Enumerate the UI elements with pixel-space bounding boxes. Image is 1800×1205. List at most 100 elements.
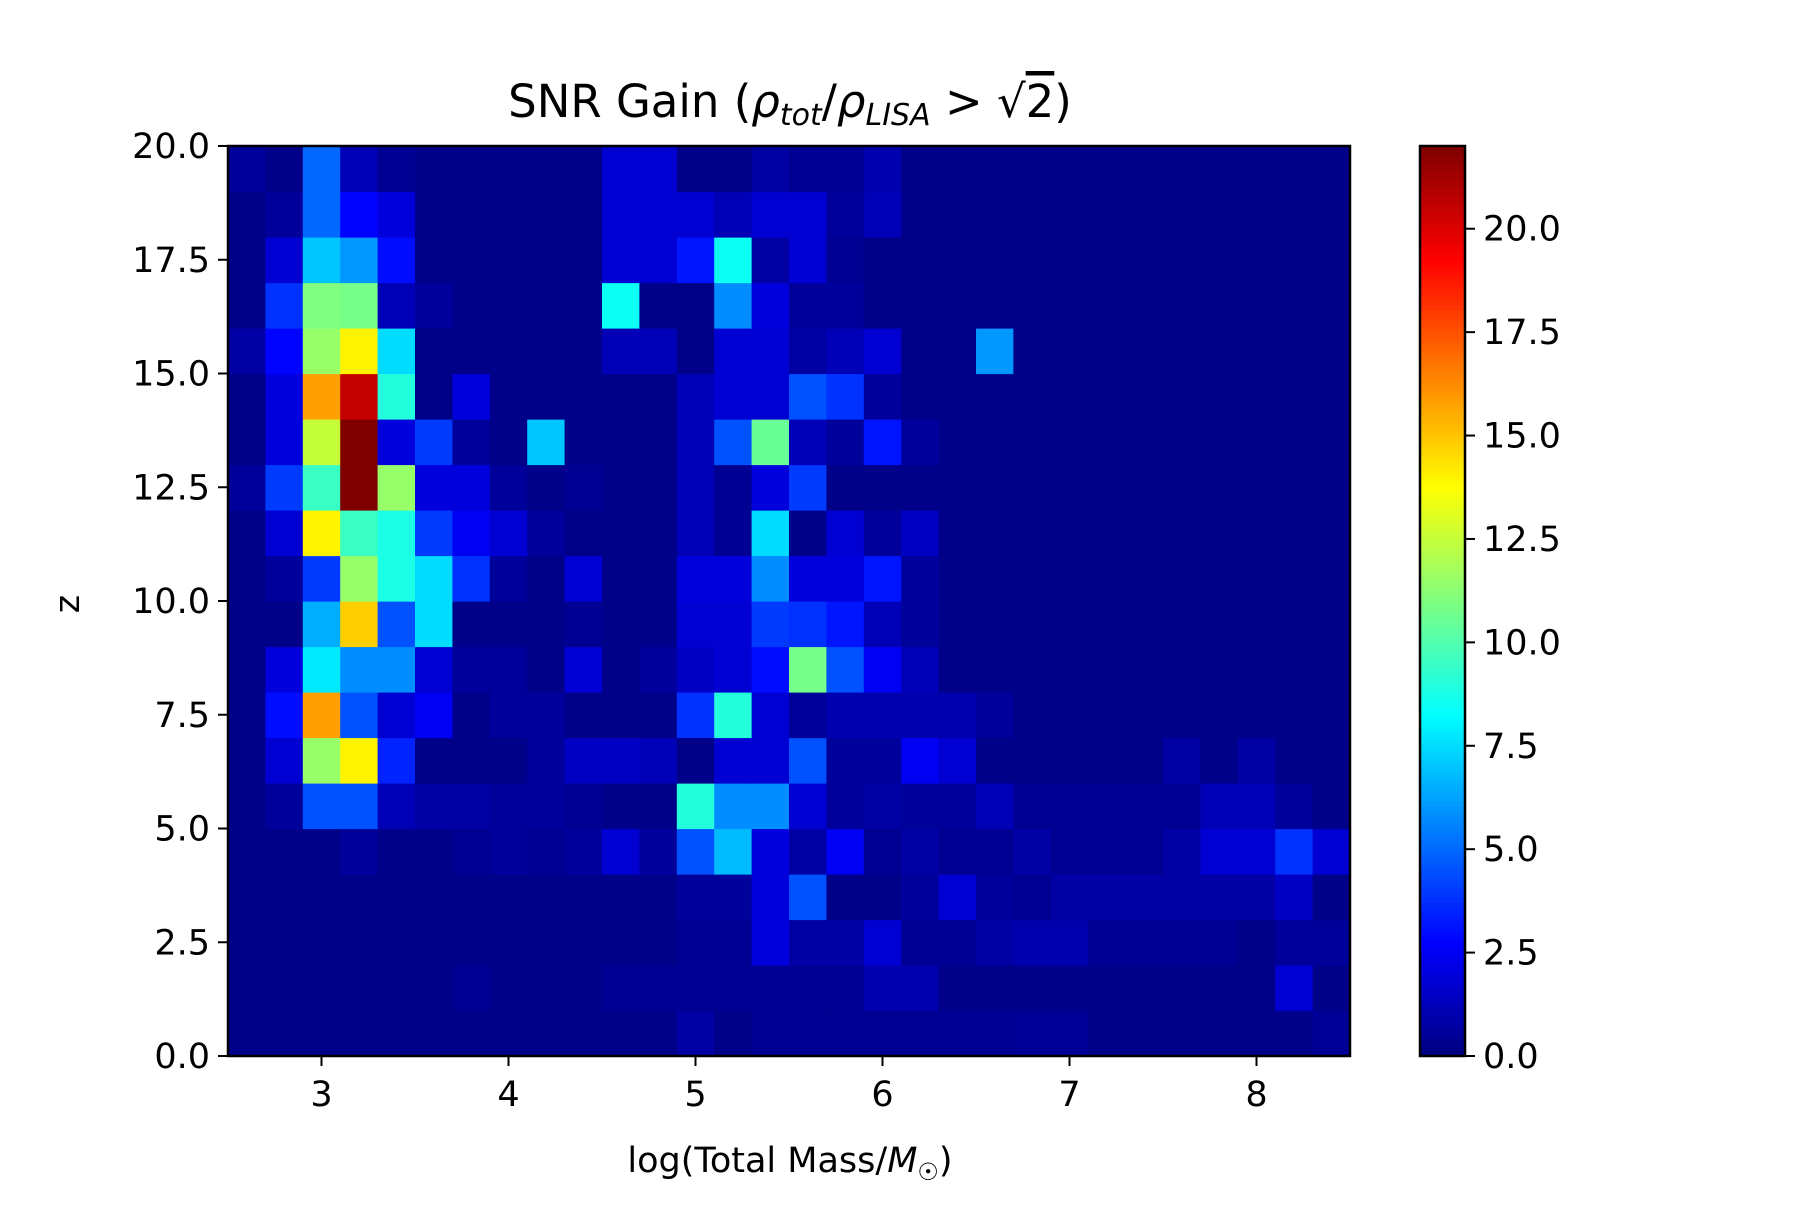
colorbar-segment [1420, 419, 1465, 425]
heatmap-cell [377, 783, 416, 830]
heatmap-cell [938, 328, 977, 375]
colorbar-segment [1420, 723, 1465, 729]
colorbar-segment [1420, 519, 1465, 525]
heatmap-cell [340, 828, 379, 875]
heatmap-cell [564, 737, 603, 784]
heatmap-cell [1163, 646, 1201, 693]
colorbar-segment [1420, 337, 1465, 343]
heatmap-cell [527, 237, 566, 284]
heatmap-cell [676, 646, 715, 693]
heatmap-cell [863, 874, 902, 921]
colorbar-segment [1420, 150, 1465, 156]
colorbar-segment [1420, 555, 1465, 561]
colorbar-segment [1420, 614, 1465, 620]
heatmap-cell [527, 601, 566, 648]
heatmap-cell [1163, 601, 1201, 648]
colorbar-segment [1420, 182, 1465, 188]
heatmap-cell [265, 919, 304, 966]
heatmap-cell [602, 146, 640, 193]
heatmap-cell [1237, 919, 1276, 966]
heatmap-cell [602, 919, 640, 966]
colorbar-tick-label: 2.5 [1483, 934, 1539, 974]
heatmap-cell [1050, 919, 1089, 966]
heatmap-cell [976, 601, 1014, 648]
heatmap-cell [564, 464, 603, 511]
heatmap-cell [676, 555, 715, 602]
heatmap-cell [789, 692, 827, 739]
heatmap-cell [1163, 1010, 1201, 1057]
heatmap-cell [415, 237, 453, 284]
heatmap-cell [901, 328, 940, 375]
heatmap-cell [751, 555, 790, 602]
heatmap-cell [1237, 237, 1276, 284]
colorbar-segment [1420, 268, 1465, 274]
heatmap-cell [1125, 373, 1164, 420]
heatmap-cell [714, 146, 753, 193]
heatmap-cell [452, 919, 491, 966]
heatmap-cell [377, 373, 416, 420]
colorbar-segment [1420, 200, 1465, 206]
heatmap-cell [228, 965, 266, 1012]
colorbar-segment [1420, 710, 1465, 716]
colorbar-segment [1420, 250, 1465, 256]
colorbar-segment [1420, 510, 1465, 516]
heatmap-cell [302, 737, 341, 784]
title-gt: > [931, 75, 997, 128]
heatmap-cell [714, 555, 753, 602]
colorbar-segment [1420, 350, 1465, 356]
heatmap-cell [228, 146, 266, 193]
title-sqrt: √ [997, 75, 1026, 128]
heatmap-cell [415, 692, 453, 739]
heatmap-cell [789, 510, 827, 557]
colorbar-segment [1420, 787, 1465, 793]
heatmap-cell [1237, 191, 1276, 238]
heatmap-cell [676, 373, 715, 420]
heatmap-cell [377, 828, 416, 875]
heatmap-cell [1163, 919, 1201, 966]
colorbar-segment [1420, 637, 1465, 643]
heatmap-cell [265, 237, 304, 284]
heatmap-cell [938, 783, 977, 830]
heatmap-cell [489, 1010, 528, 1057]
heatmap-cell [1312, 510, 1351, 557]
heatmap-cell [1237, 464, 1276, 511]
heatmap-cell [452, 237, 491, 284]
colorbar-segment [1420, 146, 1465, 152]
heatmap-cell [265, 146, 304, 193]
colorbar-segment [1420, 641, 1465, 648]
heatmap-cell [340, 1010, 379, 1057]
heatmap-cell [751, 828, 790, 875]
colorbar-segment [1420, 773, 1465, 780]
heatmap-cell [564, 783, 603, 830]
y-tick-label: 2.5 [154, 923, 210, 963]
colorbar-segment [1420, 328, 1465, 334]
heatmap-cell [452, 646, 491, 693]
heatmap-cell [1275, 919, 1314, 966]
colorbar-segment [1420, 987, 1465, 993]
heatmap-cell [377, 282, 416, 329]
heatmap-cell [489, 874, 528, 921]
heatmap-cell [826, 510, 865, 557]
heatmap-cell [1312, 601, 1351, 648]
heatmap-cell [1163, 464, 1201, 511]
heatmap-cell [527, 737, 566, 784]
heatmap-cell [1013, 646, 1052, 693]
heatmap-cell [789, 919, 827, 966]
heatmap-cell [228, 464, 266, 511]
colorbar-segment [1420, 792, 1465, 798]
colorbar-segment [1420, 610, 1465, 616]
heatmap-cell [527, 1010, 566, 1057]
heatmap-cell [1200, 646, 1239, 693]
heatmap-cell [976, 692, 1014, 739]
heatmap-cell [751, 874, 790, 921]
colorbar-segment [1420, 623, 1465, 629]
heatmap-cell [1312, 1010, 1351, 1057]
heatmap-cell [976, 464, 1014, 511]
heatmap-cell [602, 510, 640, 557]
heatmap-cell [863, 737, 902, 784]
heatmap-cell [1050, 419, 1089, 466]
colorbar-segment [1420, 264, 1465, 270]
colorbar-segment [1420, 810, 1465, 816]
heatmap-cell [826, 828, 865, 875]
